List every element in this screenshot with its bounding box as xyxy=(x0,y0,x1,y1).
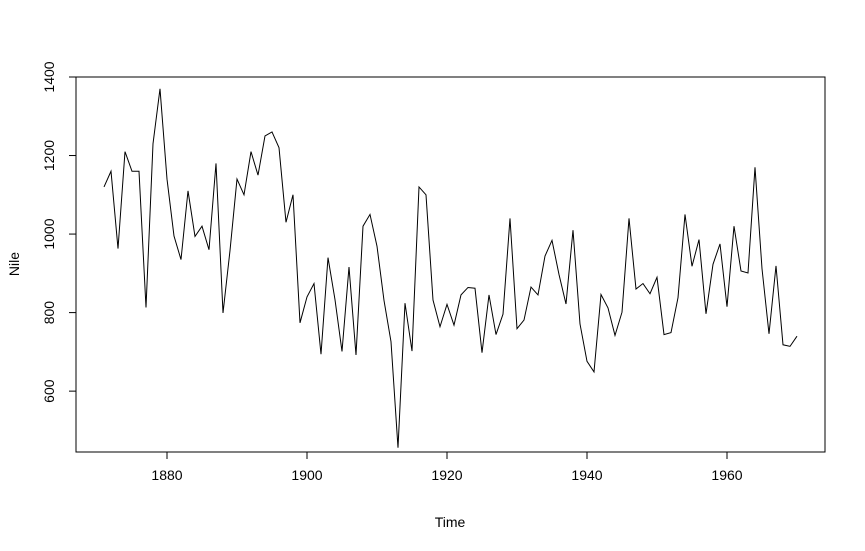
y-tick-label: 1400 xyxy=(41,61,57,92)
y-axis: 600 800 1000 1200 1400 xyxy=(41,61,77,403)
y-tick-label: 800 xyxy=(41,301,57,325)
y-tick-label: 1200 xyxy=(41,140,57,171)
x-tick-label: 1920 xyxy=(431,467,462,483)
y-axis-title: Nile xyxy=(6,252,22,276)
x-tick-label: 1900 xyxy=(291,467,322,483)
x-axis: 1880 1900 1920 1940 1960 xyxy=(151,451,743,483)
x-tick-label: 1940 xyxy=(571,467,602,483)
x-tick-label: 1960 xyxy=(711,467,742,483)
x-axis-title: Time xyxy=(435,514,466,530)
series-line xyxy=(103,88,798,448)
x-tick-label: 1880 xyxy=(151,467,182,483)
y-tick-label: 1000 xyxy=(41,218,57,249)
y-tick-label: 600 xyxy=(41,379,57,403)
